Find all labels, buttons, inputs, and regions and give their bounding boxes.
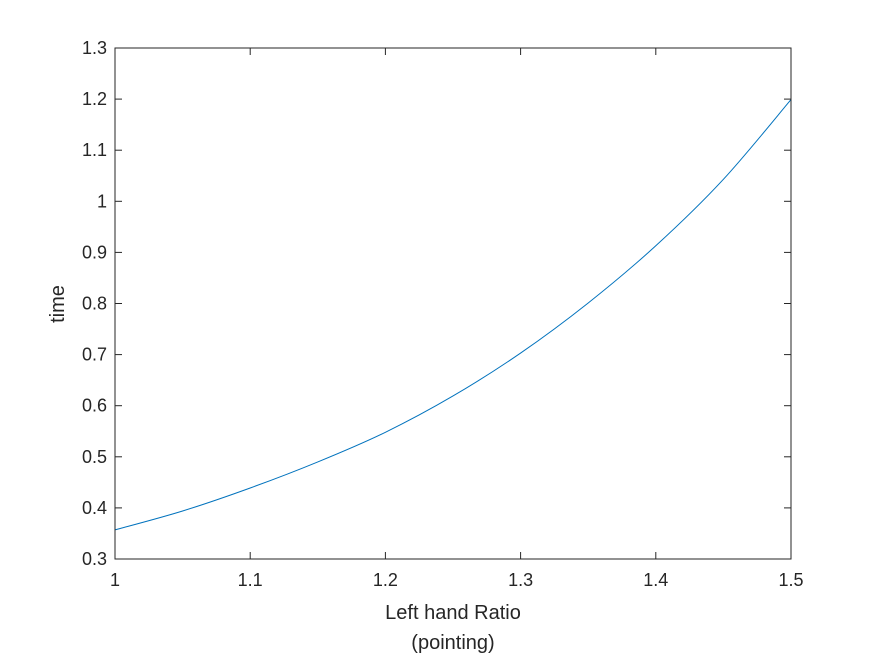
x-tick-label: 1.3 xyxy=(508,570,533,590)
y-tick-label: 1.1 xyxy=(82,140,107,160)
y-tick-label: 1 xyxy=(97,191,107,211)
x-tick-label: 1.5 xyxy=(778,570,803,590)
x-tick-label: 1 xyxy=(110,570,120,590)
y-axis-label: time xyxy=(47,285,69,323)
y-tick-label: 1.3 xyxy=(82,38,107,58)
x-axis-label-line2: (pointing) xyxy=(411,632,494,654)
x-tick-label: 1.1 xyxy=(238,570,263,590)
axes-box xyxy=(114,47,792,560)
x-tick-label: 1.4 xyxy=(643,570,668,590)
x-axis-label: Left hand Ratio xyxy=(385,602,521,624)
y-tick-label: 0.8 xyxy=(82,294,107,314)
y-axis-ticks: 0.3 0.4 0.5 0.6 0.7 0.8 0.9 1 1.1 1.2 1.3 xyxy=(82,38,791,569)
series-line-0 xyxy=(114,99,792,531)
y-tick-label: 0.6 xyxy=(82,396,107,416)
plot-marks xyxy=(114,99,792,531)
y-tick-label: 0.4 xyxy=(82,498,107,518)
y-tick-label: 1.2 xyxy=(82,89,107,109)
x-axis-ticks: 1 1.1 1.2 1.3 1.4 1.5 xyxy=(110,48,804,590)
y-tick-label: 0.9 xyxy=(82,242,107,262)
y-tick-label: 0.3 xyxy=(82,549,107,569)
y-tick-label: 0.5 xyxy=(82,447,107,467)
x-tick-label: 1.2 xyxy=(373,570,398,590)
y-tick-label: 0.7 xyxy=(82,345,107,365)
